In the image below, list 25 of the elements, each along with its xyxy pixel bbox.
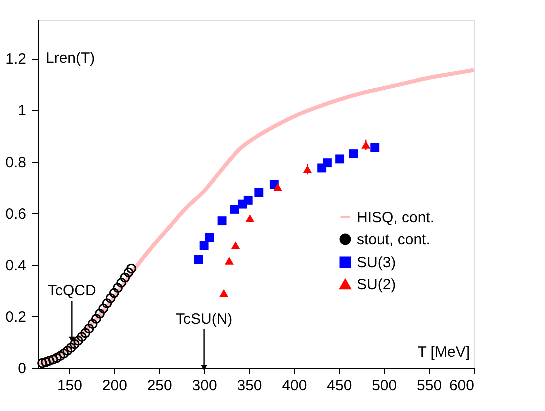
x-axis-title: T [MeV]	[418, 344, 470, 361]
x-tick-label: 150	[57, 378, 82, 394]
x-tick-label: 600	[449, 378, 474, 394]
y-tick-label: 1	[18, 102, 26, 120]
annotation: TcQCD	[48, 282, 96, 300]
y-tick-label: 0.8	[6, 154, 26, 172]
legend-label: HISQ, cont.	[357, 210, 435, 226]
x-tick-label: 300	[192, 378, 218, 394]
y-axis-title: Lren(T)	[46, 50, 96, 67]
legend-label: SU(2)	[357, 276, 396, 294]
y-tick-label: 0	[18, 360, 26, 378]
legend-label: SU(3)	[357, 254, 396, 272]
legend-label: stout, cont.	[357, 232, 430, 248]
x-tick-label: 450	[327, 378, 352, 394]
x-tick-label: 400	[282, 378, 308, 394]
x-tick-label: 350	[237, 378, 262, 394]
y-tick-label: 0.4	[6, 257, 26, 274]
x-tick-label: 200	[102, 378, 128, 394]
y-tick-label: 0.6	[6, 206, 26, 223]
x-tick-label: 500	[372, 378, 398, 394]
x-tick-label: 250	[147, 378, 172, 394]
annotation: TcSU(N)	[176, 310, 233, 328]
y-tick-label: 0.2	[6, 308, 26, 326]
x-tick-label: 550	[417, 378, 442, 394]
y-tick-label: 1.2	[6, 51, 26, 68]
